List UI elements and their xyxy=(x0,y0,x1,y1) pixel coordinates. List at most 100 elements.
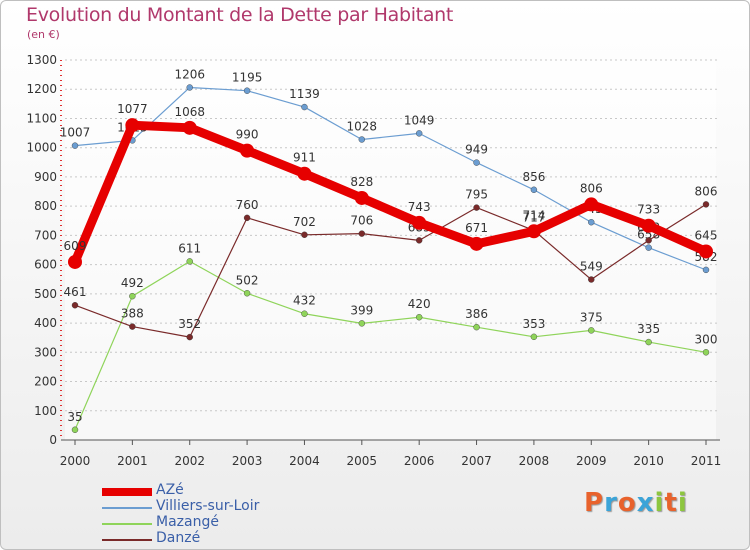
y-tick-label: 500 xyxy=(34,287,57,301)
brand-logo: Proxiti xyxy=(584,488,688,518)
data-point-mazange xyxy=(473,323,480,331)
data-label-mazange: 375 xyxy=(580,310,603,324)
data-label-villiers: 949 xyxy=(465,143,488,157)
data-point-aze xyxy=(68,254,82,269)
legend-label-mazange: Mazangé xyxy=(156,514,219,530)
data-label-mazange: 492 xyxy=(121,276,144,290)
data-point-mazange xyxy=(186,258,193,265)
data-point-aze xyxy=(526,224,541,239)
data-label-danze: 806 xyxy=(695,184,718,198)
y-tick-label: 0 xyxy=(49,433,57,447)
brand-letter: i xyxy=(654,488,665,518)
data-label-aze: 609 xyxy=(64,239,87,253)
data-point-villiers xyxy=(186,84,193,91)
y-tick-label: 1100 xyxy=(26,111,57,125)
data-point-danze xyxy=(473,204,480,211)
data-point-danze xyxy=(645,237,652,244)
data-label-danze: 549 xyxy=(580,260,603,274)
data-point-villiers xyxy=(530,186,538,193)
series-line-mazange xyxy=(74,260,707,431)
x-tick-label: 2008 xyxy=(519,454,550,468)
data-point-villiers xyxy=(473,159,480,166)
legend-label-villiers: Villiers-sur-Loir xyxy=(156,498,260,514)
chart-subtitle: (en €) xyxy=(27,28,60,41)
data-label-aze: 990 xyxy=(236,128,259,142)
x-tick-label: 2002 xyxy=(174,454,205,468)
brand-letter: t xyxy=(664,488,678,518)
data-point-villiers xyxy=(243,87,251,94)
data-point-aze xyxy=(125,118,140,133)
data-label-villiers: 1206 xyxy=(174,67,205,81)
data-label-danze: 461 xyxy=(64,285,87,299)
y-tick-label: 1200 xyxy=(26,82,57,96)
data-point-aze xyxy=(182,120,197,135)
x-tick-label: 2010 xyxy=(633,454,664,468)
data-label-mazange: 420 xyxy=(408,297,431,311)
data-point-villiers xyxy=(702,266,710,274)
x-tick-label: 2011 xyxy=(691,454,722,468)
data-point-danze xyxy=(358,230,366,237)
data-point-villiers xyxy=(415,130,423,137)
data-label-mazange: 335 xyxy=(637,322,660,336)
data-label-aze: 645 xyxy=(695,228,718,242)
data-label-mazange: 386 xyxy=(465,307,488,321)
y-tick-label: 200 xyxy=(34,375,57,389)
data-label-danze: 706 xyxy=(350,214,373,228)
data-label-mazange: 35 xyxy=(67,410,82,424)
data-label-villiers: 856 xyxy=(522,170,545,184)
data-label-aze: 743 xyxy=(408,200,431,214)
x-tick-label: 2000 xyxy=(60,454,91,468)
x-tick-label: 2003 xyxy=(232,454,263,468)
data-label-mazange: 432 xyxy=(293,294,316,308)
y-tick-label: 600 xyxy=(34,258,57,272)
data-point-aze xyxy=(584,197,599,212)
legend-label-danze: Danzé xyxy=(156,530,201,546)
x-tick-label: 2004 xyxy=(289,454,320,468)
data-label-villiers: 1049 xyxy=(404,113,435,127)
data-label-danze: 388 xyxy=(121,307,144,321)
data-point-mazange xyxy=(415,314,423,321)
legend-swatch-villiers xyxy=(102,507,152,509)
data-point-villiers xyxy=(588,219,595,226)
data-point-danze xyxy=(71,302,79,309)
data-point-villiers xyxy=(358,136,366,143)
chart-title: Evolution du Montant de la Dette par Hab… xyxy=(26,4,454,26)
data-point-danze xyxy=(301,231,308,239)
data-point-mazange xyxy=(358,320,366,327)
data-point-aze xyxy=(354,190,369,205)
data-point-aze xyxy=(469,236,484,251)
data-label-aze: 1068 xyxy=(174,105,205,119)
x-tick-label: 2005 xyxy=(347,454,378,468)
data-label-aze: 671 xyxy=(465,221,488,235)
data-point-mazange xyxy=(588,327,595,334)
plot-area xyxy=(65,60,716,440)
brand-letter: o xyxy=(617,488,637,518)
series-line-danze xyxy=(74,203,707,338)
legend-swatch-aze xyxy=(102,488,152,496)
data-point-villiers xyxy=(301,103,308,111)
legend-label-aze: AZé xyxy=(156,482,184,498)
legend-swatch-danze xyxy=(102,539,152,541)
x-tick-label: 2006 xyxy=(404,454,435,468)
data-label-aze: 828 xyxy=(350,175,373,189)
data-label-danze: 702 xyxy=(293,215,316,229)
y-tick-label: 400 xyxy=(34,316,57,330)
data-point-aze xyxy=(297,166,312,181)
data-point-danze xyxy=(186,333,193,341)
data-point-villiers xyxy=(71,142,79,149)
data-label-villiers: 1195 xyxy=(232,71,263,85)
data-label-mazange: 300 xyxy=(695,332,718,346)
data-point-aze xyxy=(641,218,656,233)
data-label-aze: 806 xyxy=(580,181,603,195)
data-point-villiers xyxy=(645,244,652,251)
data-label-aze: 714 xyxy=(522,208,545,222)
data-label-mazange: 502 xyxy=(236,273,259,287)
data-point-mazange xyxy=(129,292,136,300)
data-label-mazange: 611 xyxy=(178,241,201,255)
y-tick-label: 900 xyxy=(34,170,57,184)
data-point-danze xyxy=(243,214,251,222)
data-point-mazange xyxy=(301,310,308,317)
brand-letter: i xyxy=(677,488,688,518)
series-line-aze xyxy=(70,120,711,267)
data-point-danze xyxy=(415,237,423,244)
